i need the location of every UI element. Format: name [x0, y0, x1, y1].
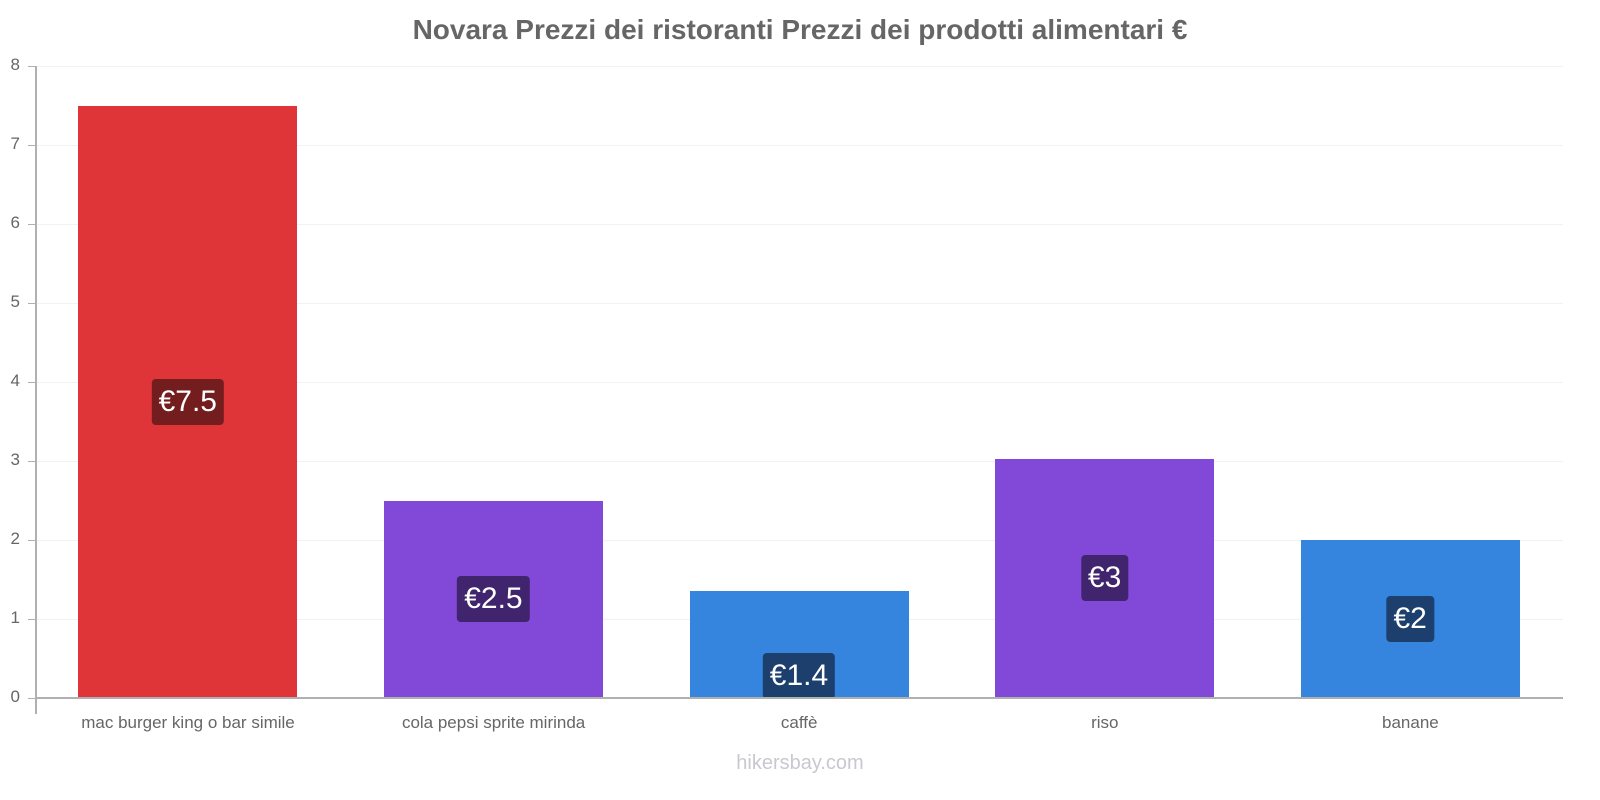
y-tick-mark — [28, 224, 36, 225]
y-tick-mark — [28, 461, 36, 462]
y-tick-label: 7 — [10, 134, 20, 153]
gridline — [35, 145, 1563, 146]
y-tick-mark — [28, 698, 36, 699]
gridline — [35, 224, 1563, 225]
y-tick-label: 1 — [10, 608, 20, 627]
data-label: €1.4 — [762, 653, 836, 699]
bar[interactable]: €1.4 — [689, 591, 909, 699]
x-tick-label: banane — [1382, 713, 1439, 732]
data-label: €2 — [1386, 596, 1434, 642]
y-tick-mark — [28, 540, 36, 541]
y-tick-mark — [28, 303, 36, 304]
x-tick-label: riso — [1091, 713, 1119, 732]
y-tick-label: 3 — [10, 450, 20, 469]
y-tick-label: 0 — [10, 687, 20, 706]
gridline — [35, 461, 1563, 462]
gridline — [35, 303, 1563, 304]
bar[interactable]: €2.5 — [383, 500, 603, 698]
x-axis-line — [35, 697, 1563, 699]
plot-area: €7.5 €2.5 €1.4 €3 €2 — [35, 66, 1563, 699]
gridline — [35, 66, 1563, 67]
y-axis-line — [35, 66, 37, 714]
chart-title: Novara Prezzi dei ristoranti Prezzi dei … — [412, 14, 1188, 45]
data-label: €7.5 — [151, 378, 224, 425]
y-tick-label: 8 — [10, 55, 20, 74]
y-tick-mark — [28, 382, 36, 383]
y-tick-mark — [28, 619, 36, 620]
data-label: €2.5 — [457, 576, 530, 623]
y-tick-label: 6 — [10, 213, 20, 232]
gridline — [35, 540, 1563, 541]
data-label: €3 — [1080, 555, 1129, 602]
bar[interactable]: €2 — [1300, 540, 1520, 698]
watermark: hikersbay.com — [736, 752, 864, 774]
bar[interactable]: €3 — [995, 458, 1215, 698]
bar[interactable]: €7.5 — [78, 105, 298, 698]
gridline — [35, 382, 1563, 383]
x-tick-label: caffè — [780, 713, 818, 732]
y-tick-label: 4 — [10, 371, 20, 390]
x-tick-label: mac burger king o bar simile — [81, 713, 295, 732]
y-tick-label: 2 — [10, 529, 20, 548]
y-tick-label: 5 — [10, 292, 20, 311]
y-tick-mark — [28, 66, 36, 67]
x-tick-label: cola pepsi sprite mirinda — [401, 713, 586, 732]
y-tick-mark — [28, 145, 36, 146]
